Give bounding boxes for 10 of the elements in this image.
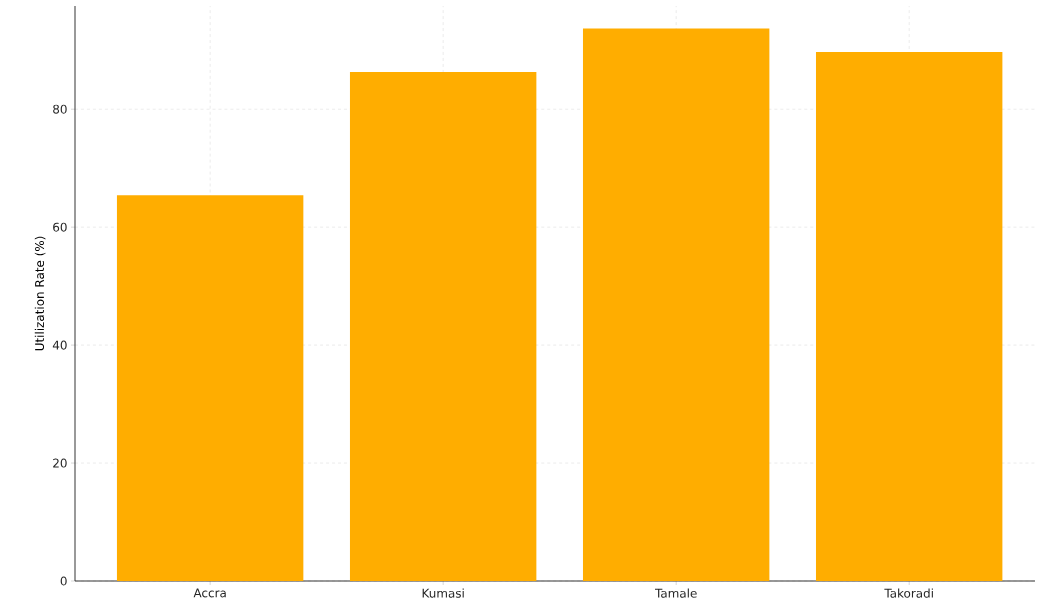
y-tick-label: 0	[60, 576, 67, 586]
y-tick-label: 40	[52, 340, 67, 350]
y-axis-title: Utilization Rate (%)	[34, 236, 46, 351]
y-tick-label: 80	[53, 104, 67, 114]
y-tick-label: 60	[53, 222, 67, 232]
y-tick-label: 20	[53, 458, 67, 468]
x-tick-label: Kumasi	[422, 588, 464, 598]
x-tick-label: Takoradi	[884, 588, 933, 598]
x-tick-label: Accra	[193, 588, 226, 598]
x-tick-label: Tamale	[654, 588, 697, 598]
